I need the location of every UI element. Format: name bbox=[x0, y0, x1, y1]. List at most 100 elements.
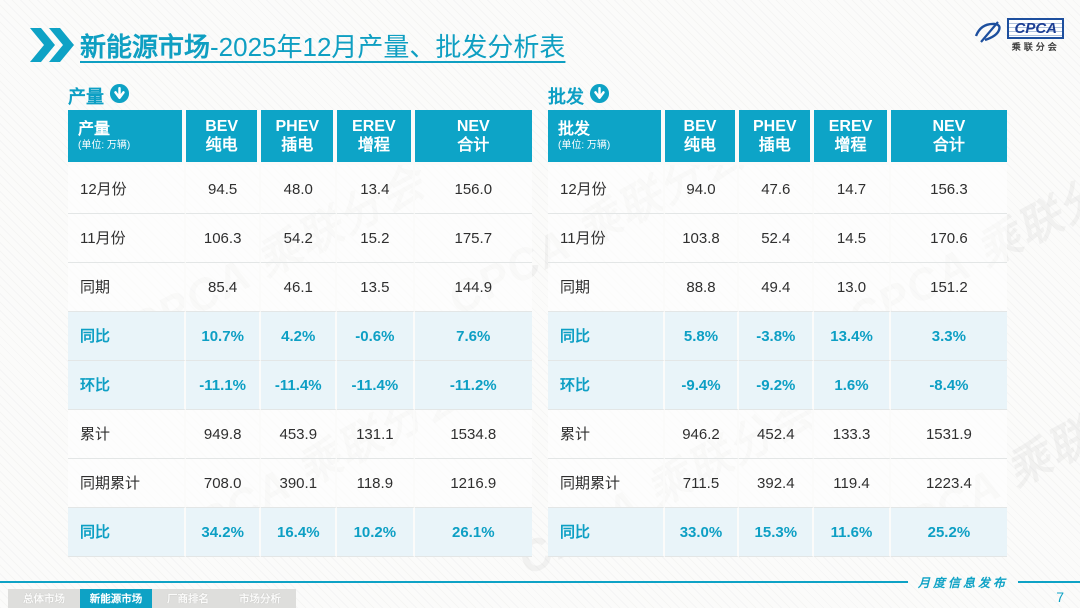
table-cell: 3.3% bbox=[890, 312, 1007, 361]
table-cell: 47.6 bbox=[739, 165, 815, 214]
bottom-nav-tabs: 总体市场 新能源市场 厂商排名 市场分析 bbox=[8, 589, 296, 608]
column-header-cn: 插电 bbox=[281, 137, 314, 154]
table-cell: 16.4% bbox=[261, 508, 338, 557]
table-cell: 94.5 bbox=[185, 165, 262, 214]
column-header-bev: BEV 纯电 bbox=[185, 110, 262, 165]
table-cell: 1.6% bbox=[814, 361, 891, 410]
column-header-phev: PHEV 插电 bbox=[261, 110, 338, 165]
table-cell: -11.1% bbox=[185, 361, 262, 410]
production-table: 产量 (单位: 万辆) BEV 纯电 PHEV 插电 EREV 增程 NEV 合… bbox=[68, 110, 532, 557]
row-label: 环比 bbox=[68, 361, 186, 410]
table-cell: 46.1 bbox=[261, 263, 338, 312]
section-label-wholesale: 批发 bbox=[548, 83, 610, 109]
footer-rule: 月度信息发布 bbox=[0, 574, 1080, 590]
cpca-swoosh-icon bbox=[973, 20, 1003, 51]
table-cell: 133.3 bbox=[814, 410, 891, 459]
table-cell: 1216.9 bbox=[414, 459, 532, 508]
table-cell: -9.2% bbox=[739, 361, 815, 410]
table-cell: -11.2% bbox=[414, 361, 532, 410]
column-header-cn: 插电 bbox=[758, 137, 791, 154]
nav-tab-4[interactable]: 市场分析 bbox=[239, 593, 281, 605]
table-cell: 103.8 bbox=[664, 214, 740, 263]
table-cell: 88.8 bbox=[664, 263, 740, 312]
table-cell: 131.1 bbox=[337, 410, 415, 459]
table-cell: 10.2% bbox=[337, 508, 415, 557]
nav-tab-1[interactable]: 总体市场 bbox=[23, 593, 65, 605]
table-cell: 119.4 bbox=[814, 459, 891, 508]
column-header-nev: NEV 合计 bbox=[890, 110, 1007, 165]
page-number: 7 bbox=[1056, 589, 1064, 605]
table-cell: 13.4 bbox=[337, 165, 415, 214]
column-header-en: NEV bbox=[932, 117, 966, 135]
wholesale-table: 批发 (单位: 万辆) BEV 纯电 PHEV 插电 EREV 增程 NEV 合… bbox=[548, 110, 1007, 557]
section-label-production: 产量 bbox=[68, 83, 130, 109]
column-header-title: 批发 bbox=[558, 121, 591, 139]
page-title-bold: 新能源市场 bbox=[80, 32, 211, 62]
table-cell: 48.0 bbox=[261, 165, 338, 214]
publication-label: 月度信息发布 bbox=[917, 575, 1008, 590]
cpca-logo-acronym: CPCA bbox=[1007, 18, 1064, 39]
table-cell: 170.6 bbox=[890, 214, 1007, 263]
down-arrow-circle-icon bbox=[109, 83, 130, 109]
table-cell: 85.4 bbox=[185, 263, 262, 312]
table-cell: 14.7 bbox=[814, 165, 891, 214]
table-cell: 34.2% bbox=[185, 508, 262, 557]
row-label: 同期累计 bbox=[68, 459, 186, 508]
table-cell: -3.8% bbox=[739, 312, 815, 361]
double-chevron-icon bbox=[30, 28, 74, 67]
page-title-rest: -2025年12月产量、批发分析表 bbox=[210, 32, 566, 62]
column-header-cn: 纯电 bbox=[205, 137, 238, 154]
footer-rule-right bbox=[1018, 581, 1080, 583]
row-label: 累计 bbox=[548, 410, 665, 459]
table-cell: 949.8 bbox=[185, 410, 262, 459]
table-cell: 13.0 bbox=[814, 263, 891, 312]
table-cell: 390.1 bbox=[261, 459, 338, 508]
column-header-nev: NEV 合计 bbox=[414, 110, 532, 165]
column-header-en: BEV bbox=[683, 117, 717, 135]
table-cell: 14.5 bbox=[814, 214, 891, 263]
column-header-title: 产量 bbox=[78, 121, 111, 139]
column-header-cn: 合计 bbox=[932, 137, 965, 154]
table-cell: 4.2% bbox=[261, 312, 338, 361]
nav-tab-3[interactable]: 厂商排名 bbox=[167, 593, 209, 605]
column-header-en: EREV bbox=[828, 117, 873, 135]
table-cell: 708.0 bbox=[185, 459, 262, 508]
table-cell: 13.4% bbox=[814, 312, 891, 361]
row-label: 11月份 bbox=[548, 214, 665, 263]
table-cell: 392.4 bbox=[739, 459, 815, 508]
footer-rule-left bbox=[0, 581, 908, 583]
table-cell: 1534.8 bbox=[414, 410, 532, 459]
section-label-wholesale-text: 批发 bbox=[548, 87, 584, 107]
column-header-cn: 纯电 bbox=[683, 137, 716, 154]
row-label: 同比 bbox=[68, 312, 186, 361]
row-label: 12月份 bbox=[68, 165, 186, 214]
column-header: 产量 (单位: 万辆) bbox=[68, 110, 186, 165]
cpca-logo-subtitle: 乘联分会 bbox=[1011, 42, 1060, 52]
table-cell: -11.4% bbox=[337, 361, 415, 410]
table-cell: 33.0% bbox=[664, 508, 740, 557]
table-cell: 151.2 bbox=[890, 263, 1007, 312]
table-cell: 1531.9 bbox=[890, 410, 1007, 459]
column-header-cn: 增程 bbox=[357, 137, 390, 154]
table-cell: 49.4 bbox=[739, 263, 815, 312]
column-header-en: BEV bbox=[205, 117, 239, 135]
nav-tab-2[interactable]: 新能源市场 bbox=[80, 589, 152, 608]
row-label: 同期 bbox=[68, 263, 186, 312]
cpca-logo: CPCA 乘联分会 bbox=[973, 18, 1064, 53]
row-label: 12月份 bbox=[548, 165, 665, 214]
column-header: 批发 (单位: 万辆) bbox=[548, 110, 665, 165]
table-cell: 156.0 bbox=[414, 165, 532, 214]
column-header-en: PHEV bbox=[753, 117, 797, 135]
table-cell: -0.6% bbox=[337, 312, 415, 361]
section-label-production-text: 产量 bbox=[68, 87, 104, 107]
table-cell: 106.3 bbox=[185, 214, 262, 263]
column-header-erev: EREV 增程 bbox=[814, 110, 891, 165]
column-header-unit: (单位: 万辆) bbox=[558, 139, 611, 151]
table-cell: 7.6% bbox=[414, 312, 532, 361]
column-header-erev: EREV 增程 bbox=[337, 110, 415, 165]
row-label: 同期累计 bbox=[548, 459, 665, 508]
table-cell: 15.3% bbox=[739, 508, 815, 557]
table-cell: 15.2 bbox=[337, 214, 415, 263]
table-cell: 156.3 bbox=[890, 165, 1007, 214]
cpca-logo-text: CPCA 乘联分会 bbox=[1007, 18, 1064, 53]
